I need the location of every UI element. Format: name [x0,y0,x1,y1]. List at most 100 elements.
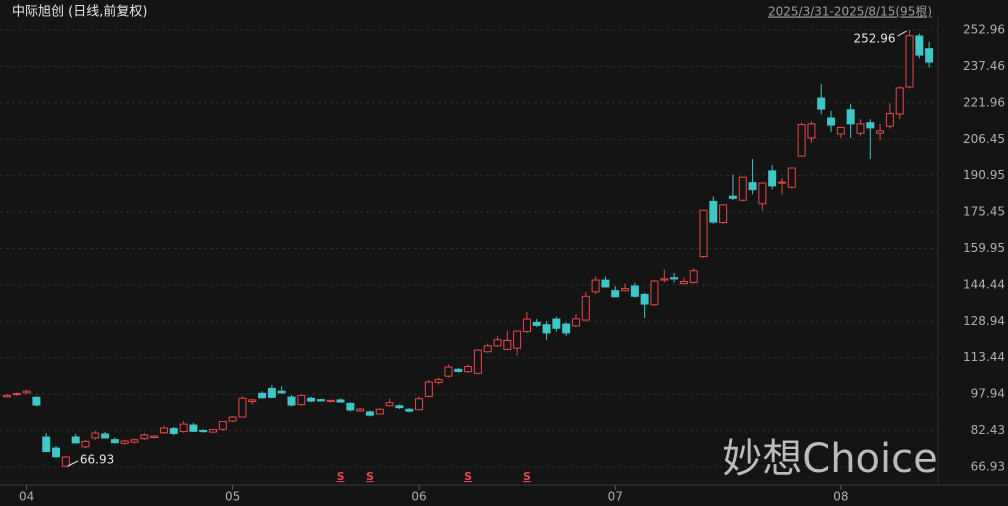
candle-body [346,402,355,411]
candle-body [895,87,904,115]
candle-body [91,432,100,439]
candle-body [71,436,80,444]
candle-body [81,440,90,448]
candle-body [140,434,149,440]
candle-body [179,423,188,433]
candle-body [209,428,218,433]
candle-body [513,330,522,349]
candle-body [120,440,129,444]
y-tick-label: 144.44 [963,277,1005,291]
candle-body [101,433,110,439]
candle-body [159,427,168,434]
y-tick-label: 128.94 [963,314,1005,328]
candle-body [836,126,845,135]
candle-body [228,416,237,422]
candle-body [287,396,296,406]
candle-body [905,35,914,88]
candle-body [876,130,885,134]
candle-body [326,399,335,403]
max-label: 252.96 [854,32,896,46]
candle-body [267,387,276,398]
candle-body [189,424,198,432]
candle-body [3,394,11,398]
candle-body [199,429,208,433]
candle-body [493,339,502,347]
candle-body [915,35,924,56]
x-tick-label: 04 [19,490,34,504]
candle-body [464,366,473,373]
candle-body [827,117,836,126]
candle-body [719,204,728,224]
y-tick-label: 190.95 [963,168,1005,182]
y-tick-label: 252.96 [963,23,1005,37]
signal-marker: S [366,470,374,483]
candle-body [660,278,669,281]
candle-body [42,436,51,453]
candle-body [777,181,786,184]
y-tick-label: 97.94 [971,387,1005,401]
candle-body [248,399,257,403]
x-tick-label: 08 [833,490,848,504]
candle-body [650,280,659,306]
candle-body [532,321,541,326]
candle-body [571,318,580,327]
candle-body [52,447,61,458]
candle-body [395,405,404,409]
y-tick-label: 221.96 [963,95,1005,109]
candle-body [444,366,453,377]
x-tick-label: 05 [225,490,240,504]
candle-body [522,318,531,333]
candle-body [307,397,316,402]
x-tick-label: 06 [411,490,426,504]
candle-body [621,288,630,292]
candle-body [581,295,590,321]
y-tick-label: 82.43 [971,423,1005,437]
candle-body [728,195,737,199]
candle-body [738,176,747,201]
candle-body [12,393,21,396]
candle-body [277,390,286,394]
watermark: 妙想Choice [722,436,937,482]
candle-body [611,290,620,298]
candle-body [787,167,796,188]
candle-body [61,456,70,467]
candle-body [885,113,894,127]
min-label: 66.93 [80,453,114,467]
candle-body [503,339,512,350]
candle-body [925,48,934,63]
candle-body [424,381,433,397]
candle-body [542,324,551,334]
candle-body [748,182,757,191]
candle-body [415,398,424,411]
candle-body [473,349,482,374]
candle-body [130,439,139,443]
candle-body [797,124,806,157]
x-tick-label: 07 [608,490,623,504]
candle-body [856,123,865,134]
candle-body [591,279,600,293]
candle-body [817,97,826,110]
candle-body [601,279,610,288]
range-label[interactable]: 2025/3/31-2025/8/15(95根) [768,5,932,19]
candle-body [375,408,384,415]
candle-body [552,318,561,329]
candle-body [562,323,571,334]
chart-title: 中际旭创 (日线,前复权) [12,4,147,20]
candle-body [807,123,816,139]
candle-body [258,392,267,399]
candle-body [169,428,178,434]
candle-body [356,408,365,412]
min-pointer [67,460,79,467]
y-tick-label: 113.44 [963,350,1005,364]
candle-body [32,396,41,406]
candle-body [150,435,159,438]
signal-marker: S [337,470,345,483]
max-pointer [897,30,907,37]
y-tick-label: 237.46 [963,59,1005,73]
candle-body [110,439,119,444]
y-tick-label: 66.93 [971,460,1005,474]
y-tick-label: 206.45 [963,132,1005,146]
signal-marker: S [523,470,531,483]
candle-body [405,408,414,412]
